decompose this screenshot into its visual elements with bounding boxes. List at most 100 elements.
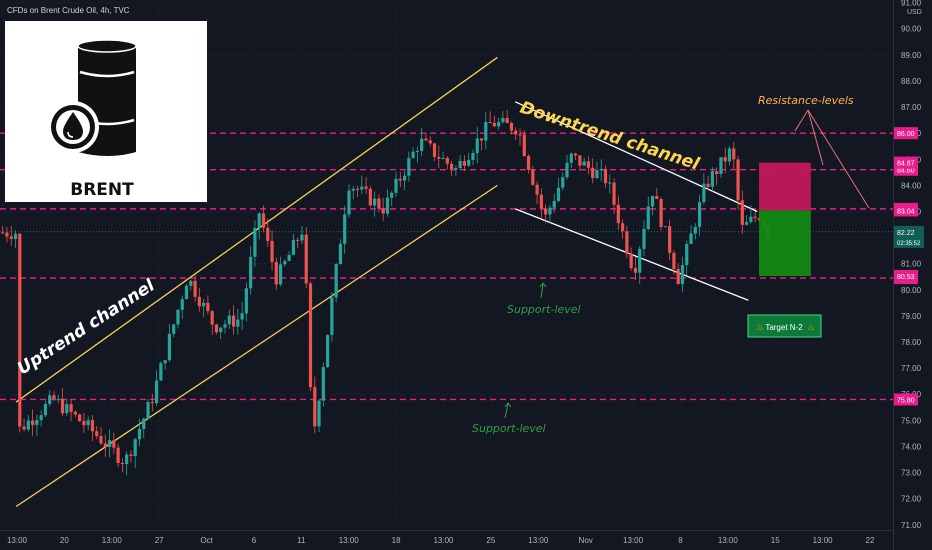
candle-body (266, 227, 270, 241)
candle-body (727, 148, 732, 162)
downtrend-channel-upper (514, 101, 758, 213)
candle-body (633, 268, 638, 273)
candle-body (625, 231, 629, 254)
candle-body (706, 183, 710, 187)
time-tick-label: Oct (200, 536, 213, 545)
axis-price-tag-label: 80.53 (897, 274, 915, 281)
candle-body (497, 122, 501, 127)
candle-body (120, 463, 124, 465)
candle-body (535, 184, 539, 195)
candle-body (488, 121, 492, 124)
candle-body (629, 253, 633, 269)
candle-body (287, 254, 291, 261)
candle-body (321, 367, 325, 401)
symbol-title[interactable]: CFDs on Brent Crude Oil, 4h, TVC (7, 6, 130, 15)
candle-body (176, 309, 180, 325)
candle-body (539, 194, 543, 209)
candle-body (129, 454, 133, 456)
candle-body (693, 226, 697, 234)
candle-body (462, 160, 467, 166)
candle-body (672, 252, 676, 270)
candle-body (360, 186, 364, 190)
axis-price-tag (894, 156, 918, 169)
candle-body (586, 161, 591, 168)
price-tick-label: 89.00 (901, 51, 922, 60)
price-tick-label: 75.00 (901, 416, 922, 425)
candle-body (296, 239, 300, 241)
candle-body (52, 395, 56, 400)
uptrend-channel-upper (15, 56, 498, 403)
candle-body (43, 403, 48, 416)
price-axis[interactable]: 91.0090.0089.0088.0087.0086.0085.0084.00… (901, 0, 922, 530)
candle-body (364, 186, 368, 189)
candle-body (291, 239, 296, 255)
candle-body (193, 280, 197, 297)
price-tick-label: 81.00 (901, 260, 922, 269)
candle-body (608, 182, 612, 184)
candle-body (116, 447, 120, 464)
candle-body (172, 324, 176, 334)
candle-body (249, 256, 253, 289)
candle-body (578, 155, 582, 166)
candle-body (680, 265, 685, 285)
candle-body (227, 315, 231, 325)
time-tick-label: 13:00 (718, 536, 739, 545)
candle-body (35, 420, 39, 425)
candle-body (552, 200, 556, 208)
candle-body (146, 402, 150, 419)
candle-body (270, 240, 274, 262)
candle-body (112, 440, 116, 448)
candle-body (616, 204, 620, 224)
candlesticks (1, 109, 770, 476)
candle-body (437, 156, 441, 159)
price-tick-label: 78.00 (901, 338, 922, 347)
price-tick-label: 79.00 (901, 312, 922, 321)
candle-body (394, 178, 398, 193)
candle-body (368, 188, 372, 206)
candle-body (449, 163, 454, 170)
time-tick-label: 22 (866, 536, 875, 545)
target-badge[interactable]: ♨ Target N-2 ♨ (747, 314, 822, 338)
candle-body (133, 439, 137, 456)
time-axis[interactable]: 13:00 20 13:00 27 Oct 6 11 13:00 18 13:00 25 13:00 N… (7, 536, 875, 545)
candle-body (13, 233, 18, 239)
candle-body (163, 360, 167, 364)
countdown-label: 02:35:52 (897, 241, 921, 247)
axis-price-tag (894, 269, 918, 282)
candle-body (526, 155, 531, 170)
level-tag-label: 86.00 (897, 131, 915, 138)
candle-body (48, 395, 52, 404)
candle-body (676, 269, 680, 285)
support-level-label-upper: Support-level (507, 303, 581, 316)
candle-body (73, 411, 77, 415)
candle-body (261, 213, 266, 228)
candle-body (544, 208, 548, 215)
target-label: Target N-2 (765, 323, 803, 332)
candle-body (330, 297, 334, 335)
candle-body (655, 195, 659, 200)
candle-body (373, 198, 377, 206)
candle-body (745, 222, 749, 225)
level-tag (894, 127, 918, 140)
candle-body (424, 138, 428, 141)
candle-body (445, 157, 449, 164)
horizontal-levels (0, 132, 893, 401)
candle-body (467, 160, 471, 166)
candle-body (454, 168, 458, 170)
candle-body (509, 122, 514, 131)
candle-body (723, 157, 727, 162)
candle-body (599, 168, 603, 171)
candle-body (95, 431, 99, 437)
candle-body (326, 334, 330, 368)
candle-body (736, 159, 740, 201)
candle-body (659, 199, 663, 227)
candle-body (732, 148, 736, 160)
time-tick-label: 20 (60, 536, 69, 545)
time-tick-label: 8 (678, 536, 683, 545)
level-tag-label: 75.80 (897, 397, 915, 404)
candle-body (458, 160, 462, 169)
candle-body (137, 428, 142, 440)
candle-body (244, 288, 248, 314)
candle-body (1, 232, 5, 234)
